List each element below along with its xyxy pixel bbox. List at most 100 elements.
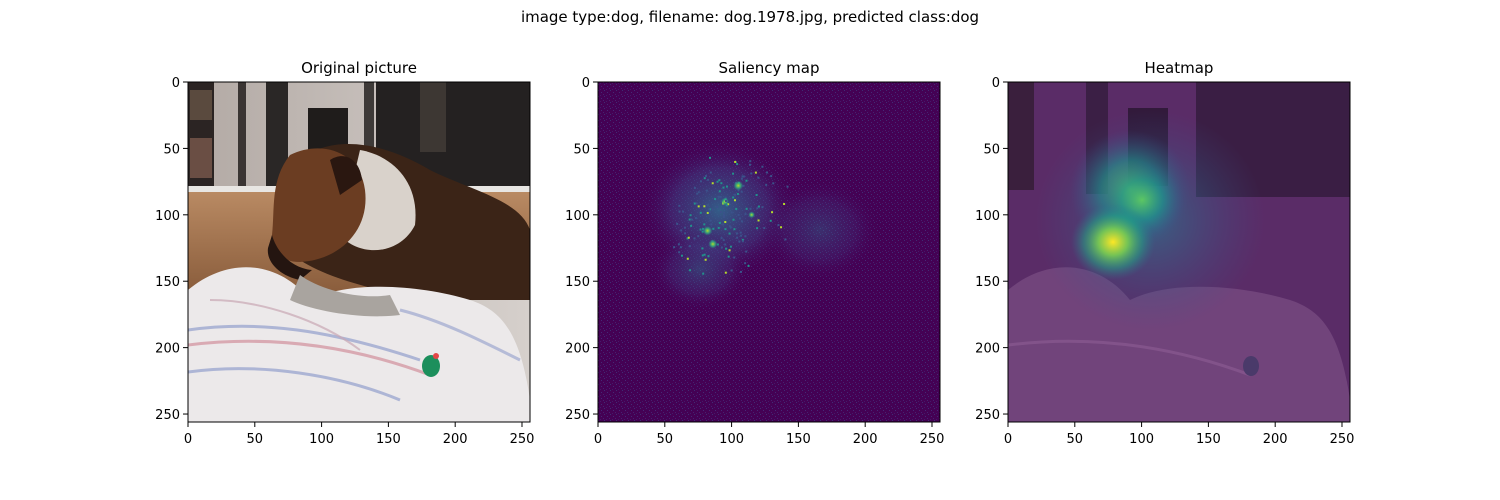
saliency-pixel — [707, 178, 710, 181]
saliency-pixel — [693, 186, 696, 189]
saliency-pixel — [702, 227, 705, 230]
saliency-pixel — [739, 231, 742, 234]
original-xtick-label: 200 — [443, 432, 468, 447]
saliency-pixel — [676, 222, 679, 225]
saliency-axes-frame — [597, 81, 941, 423]
saliency-pixel — [736, 236, 739, 239]
saliency-pixel — [750, 172, 753, 175]
saliency-ytick-label: 150 — [565, 275, 590, 290]
saliency-pixel — [711, 208, 714, 211]
saliency-pixel — [707, 208, 710, 211]
saliency-pixel — [723, 214, 726, 217]
heatmap-xtick-label: 250 — [1330, 432, 1355, 447]
original-xtick-label: 250 — [510, 432, 535, 447]
saliency-pixel — [725, 185, 728, 188]
saliency-xtick-label: 50 — [657, 432, 674, 447]
original-picture-image — [188, 82, 530, 422]
heatmap-ytick-label: 100 — [975, 209, 1000, 224]
saliency-pixel — [757, 205, 760, 208]
original-xtick-label: 50 — [247, 432, 264, 447]
saliency-pixel — [741, 238, 744, 241]
saliency-pixel — [701, 230, 704, 233]
heatmap-xtick-label: 50 — [1067, 432, 1084, 447]
saliency-pixel — [733, 199, 736, 202]
saliency-pixel — [766, 171, 769, 174]
saliency-pixel — [723, 211, 726, 214]
saliency-pixel — [745, 207, 748, 210]
original-ytick-label: 0 — [172, 76, 180, 91]
saliency-pixel — [725, 247, 728, 250]
saliency-pixel — [707, 255, 710, 258]
saliency-pixel — [720, 237, 723, 240]
saliency-pixel — [697, 191, 700, 194]
saliency-pixel — [771, 211, 774, 214]
saliency-pixel — [688, 218, 691, 221]
original-xtick-label: 0 — [184, 432, 192, 447]
saliency-pixel — [711, 182, 714, 185]
saliency-pixel — [740, 190, 743, 193]
saliency-pixel — [744, 235, 747, 238]
saliency-pixel — [744, 213, 747, 216]
saliency-pixel — [732, 218, 735, 221]
heatmap-xtick-label: 150 — [1196, 432, 1221, 447]
saliency-pixel — [684, 232, 687, 235]
saliency-pixel — [716, 205, 719, 208]
original-axes-frame — [187, 81, 531, 423]
saliency-pixel — [740, 234, 743, 237]
saliency-pixel — [703, 205, 706, 208]
saliency-pixel — [708, 211, 711, 214]
saliency-pixel — [717, 226, 720, 229]
saliency-ytick-label: 200 — [565, 342, 590, 357]
saliency-pixel — [741, 240, 744, 243]
saliency-ytick-label: 100 — [565, 209, 590, 224]
saliency-pixel — [784, 238, 787, 241]
saliency-pixel — [735, 207, 738, 210]
saliency-pixel — [699, 228, 702, 231]
saliency-xtick-label: 250 — [920, 432, 945, 447]
saliency-pixel — [761, 165, 764, 168]
saliency-xtick-label: 100 — [719, 432, 744, 447]
saliency-pixel — [691, 218, 694, 221]
saliency-pixel — [722, 239, 725, 242]
saliency-pixel — [708, 156, 711, 159]
saliency-pixel — [704, 175, 707, 178]
saliency-pixel — [724, 243, 727, 246]
saliency-pixel — [733, 228, 736, 231]
saliency-pixel — [703, 253, 706, 256]
heatmap-ytick-label: 50 — [983, 142, 1000, 157]
saliency-pixel — [714, 198, 717, 201]
saliency-pixel — [728, 225, 731, 228]
heatmap-xtick-label: 100 — [1129, 432, 1154, 447]
saliency-pixel — [694, 217, 697, 220]
heatmap-xtick-label: 0 — [1004, 432, 1012, 447]
saliency-pixel — [732, 196, 735, 199]
original-xtick-label: 100 — [309, 432, 334, 447]
saliency-ytick-label: 0 — [582, 76, 590, 91]
saliency-pixel — [756, 207, 759, 210]
saliency-pixel — [748, 163, 751, 166]
saliency-pixel — [702, 272, 705, 275]
saliency-pixel — [763, 227, 766, 230]
saliency-pixel — [734, 193, 737, 196]
saliency-pixel — [719, 210, 722, 213]
heatmap-ytick-label: 0 — [992, 76, 1000, 91]
saliency-pixel — [677, 243, 680, 246]
saliency-pixel — [719, 200, 722, 203]
saliency-pixel — [761, 206, 764, 209]
saliency-pixel — [745, 250, 748, 253]
saliency-pixel — [690, 224, 693, 227]
title-original-picture: Original picture — [301, 59, 417, 77]
saliency-pixel — [701, 247, 704, 250]
saliency-pixel — [730, 269, 733, 272]
saliency-pixel — [740, 220, 743, 223]
saliency-pixel — [725, 204, 728, 207]
saliency-pixel — [769, 219, 772, 222]
original-ytick-label: 50 — [163, 142, 180, 157]
saliency-pixel — [709, 171, 712, 174]
saliency-pixel — [719, 195, 722, 198]
heatmap-overlay-image — [1008, 82, 1350, 422]
saliency-pixel — [678, 210, 681, 213]
saliency-ytick-label: 50 — [573, 142, 590, 157]
saliency-pixel — [747, 264, 750, 267]
